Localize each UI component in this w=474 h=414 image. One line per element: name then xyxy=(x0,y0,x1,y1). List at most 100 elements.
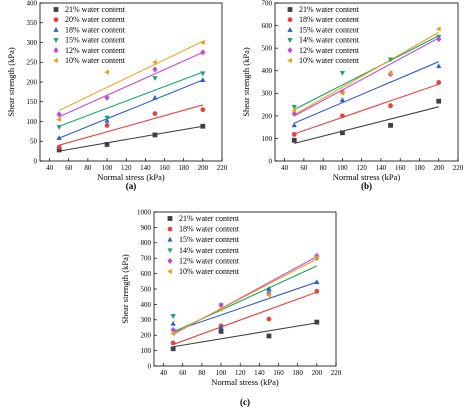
plot-frame xyxy=(274,2,459,162)
data-point-3-2 xyxy=(387,57,394,63)
legend-entry-1: 18% water content xyxy=(179,225,240,234)
data-point-1-1 xyxy=(104,123,110,128)
fit-line-4 xyxy=(58,51,204,118)
data-point-5-1 xyxy=(218,306,223,312)
x-tick-label: 140 xyxy=(140,164,151,172)
fit-line-3 xyxy=(58,71,204,127)
panel-label: (c) xyxy=(240,397,250,407)
legend-entry-3: 14% water content xyxy=(299,36,360,45)
y-tick-label: 0 xyxy=(269,157,273,165)
legend-entry-3: 15% water content xyxy=(65,36,126,45)
fit-line-0 xyxy=(294,106,439,144)
data-point-5-2 xyxy=(152,59,157,65)
data-point-2-2 xyxy=(152,94,158,100)
legend-entry-0: 21% water content xyxy=(299,5,360,14)
x-tick-label: 160 xyxy=(159,164,170,172)
data-point-2-3 xyxy=(314,279,320,284)
y-tick-label: 200 xyxy=(262,112,273,120)
y-tick-label: 200 xyxy=(141,332,152,340)
data-point-5-3 xyxy=(313,254,319,261)
panel-label: (a) xyxy=(126,181,137,191)
data-point-5-2 xyxy=(387,70,393,76)
fit-line-5 xyxy=(293,31,440,116)
legend-entry-1: 18% water content xyxy=(299,15,360,24)
y-axis-label: Shear strength (kPa) xyxy=(120,254,130,324)
x-tick-label: 80 xyxy=(198,369,206,377)
fit-line-1 xyxy=(59,104,203,146)
x-tick-label: 60 xyxy=(179,369,187,377)
legend-entry-5: 10% water content xyxy=(299,56,360,65)
legend-marker-1 xyxy=(53,17,59,23)
legend-marker-1 xyxy=(287,17,293,23)
y-tick-label: 700 xyxy=(262,0,273,7)
data-point-5-1 xyxy=(339,90,345,96)
legend-marker-2 xyxy=(53,27,59,32)
data-point-4-3 xyxy=(436,35,442,43)
x-tick-label: 120 xyxy=(235,369,246,377)
data-point-0-0 xyxy=(170,346,176,352)
legend-marker-2 xyxy=(167,236,173,242)
legend-marker-4 xyxy=(287,47,293,54)
x-tick-label: 180 xyxy=(178,164,189,172)
x-tick-label: 40 xyxy=(46,164,54,172)
data-point-4-1 xyxy=(104,94,110,101)
legend-entry-4: 12% water content xyxy=(299,46,360,55)
legend-marker-3 xyxy=(53,38,59,43)
x-axis-label: Normal stress (kPa) xyxy=(97,172,165,182)
y-tick-label: 400 xyxy=(141,301,152,309)
x-tick-label: 160 xyxy=(395,164,406,172)
legend-entry-2: 15% water content xyxy=(299,25,360,34)
data-point-5-0 xyxy=(291,107,297,113)
y-tick-label: 600 xyxy=(262,22,273,30)
x-tick-label: 140 xyxy=(254,369,265,377)
x-tick-label: 60 xyxy=(65,164,73,172)
x-tick-label: 220 xyxy=(453,164,464,172)
data-point-1-2 xyxy=(388,103,393,109)
y-tick-label: 400 xyxy=(27,0,38,7)
y-tick-label: 150 xyxy=(27,98,38,106)
data-point-1-2 xyxy=(152,111,158,116)
data-point-3-3 xyxy=(200,71,206,77)
y-tick-label: 600 xyxy=(141,270,152,278)
x-tick-label: 140 xyxy=(376,164,387,172)
x-tick-label: 40 xyxy=(281,164,289,172)
y-tick-label: 250 xyxy=(27,59,38,67)
data-point-0-3 xyxy=(436,98,442,104)
x-tick-label: 120 xyxy=(121,164,132,172)
y-tick-label: 700 xyxy=(141,255,152,263)
legend-entry-0: 21% water content xyxy=(65,5,126,14)
data-point-4-3 xyxy=(200,49,206,56)
panel-label: (b) xyxy=(361,181,372,191)
chart-panel-1: 40 60 80 100 120 140 160 180 200 220 0 100 200 300 400… xyxy=(241,0,464,191)
legend-marker-3 xyxy=(167,248,173,254)
data-point-0-0 xyxy=(291,137,297,143)
data-point-2-1 xyxy=(218,324,224,330)
data-point-0-3 xyxy=(314,319,320,325)
data-point-0-2 xyxy=(152,132,158,138)
data-point-4-0 xyxy=(56,111,62,118)
y-tick-label: 300 xyxy=(262,90,273,98)
data-point-4-0 xyxy=(170,326,176,333)
legend-marker-4 xyxy=(167,257,173,265)
legend-entry-2: 18% water content xyxy=(65,25,126,34)
x-tick-label: 120 xyxy=(356,164,367,172)
data-point-0-1 xyxy=(104,142,110,147)
data-point-3-0 xyxy=(56,125,62,130)
x-tick-label: 220 xyxy=(217,164,228,172)
legend-entry-4: 12% water content xyxy=(179,256,240,265)
data-point-0-2 xyxy=(266,333,272,339)
y-tick-label: 50 xyxy=(30,138,38,146)
data-point-0-2 xyxy=(388,122,393,128)
x-tick-label: 220 xyxy=(331,369,342,377)
data-point-1-3 xyxy=(314,288,320,294)
data-point-5-3 xyxy=(199,39,205,46)
fit-line-5 xyxy=(172,258,318,335)
legend-marker-5 xyxy=(53,57,58,64)
fit-line-2 xyxy=(294,61,439,124)
data-point-2-0 xyxy=(56,135,62,141)
x-axis-label: Normal stress (kPa) xyxy=(333,172,401,182)
x-tick-label: 80 xyxy=(320,164,328,172)
y-tick-label: 500 xyxy=(262,45,273,53)
y-tick-label: 800 xyxy=(141,239,152,247)
